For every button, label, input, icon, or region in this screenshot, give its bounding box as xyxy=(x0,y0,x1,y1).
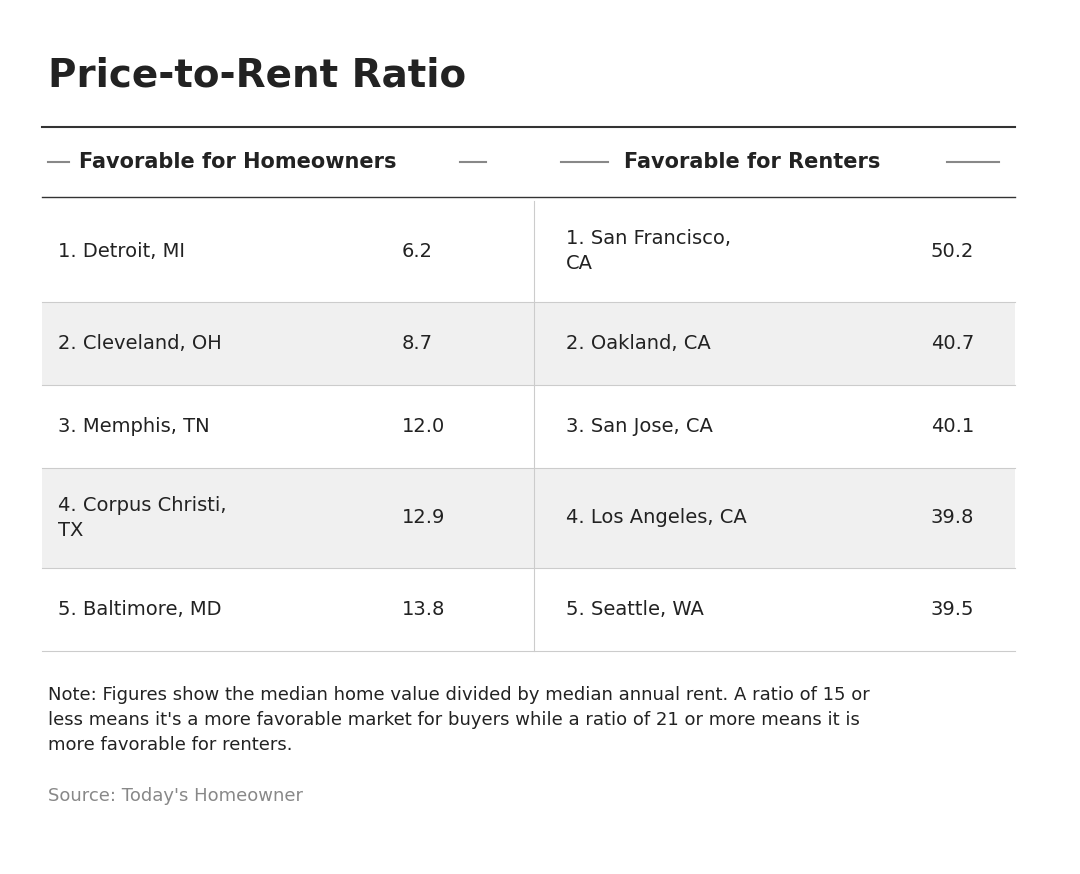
Text: Source: Today's Homeowner: Source: Today's Homeowner xyxy=(48,787,302,805)
Text: 6.2: 6.2 xyxy=(402,242,433,260)
Text: 4. Los Angeles, CA: 4. Los Angeles, CA xyxy=(566,509,746,527)
Text: Favorable for Homeowners: Favorable for Homeowners xyxy=(79,152,396,171)
Text: 40.1: 40.1 xyxy=(931,417,974,435)
Text: 5. Baltimore, MD: 5. Baltimore, MD xyxy=(58,600,221,619)
Text: 3. San Jose, CA: 3. San Jose, CA xyxy=(566,417,713,435)
Text: 12.9: 12.9 xyxy=(402,509,445,527)
Text: 5. Seattle, WA: 5. Seattle, WA xyxy=(566,600,704,619)
Text: 39.5: 39.5 xyxy=(931,600,974,619)
Text: 3. Memphis, TN: 3. Memphis, TN xyxy=(58,417,210,435)
Text: 12.0: 12.0 xyxy=(402,417,445,435)
Text: Price-to-Rent Ratio: Price-to-Rent Ratio xyxy=(48,57,465,94)
Text: 2. Oakland, CA: 2. Oakland, CA xyxy=(566,334,711,352)
FancyBboxPatch shape xyxy=(42,468,1015,568)
Text: 2. Cleveland, OH: 2. Cleveland, OH xyxy=(58,334,221,352)
Text: Favorable for Renters: Favorable for Renters xyxy=(624,152,880,171)
Text: 50.2: 50.2 xyxy=(931,242,974,260)
Text: Note: Figures show the median home value divided by median annual rent. A ratio : Note: Figures show the median home value… xyxy=(48,686,869,754)
Text: 1. San Francisco,
CA: 1. San Francisco, CA xyxy=(566,229,731,274)
FancyBboxPatch shape xyxy=(42,302,1015,385)
Text: 8.7: 8.7 xyxy=(402,334,433,352)
Text: 39.8: 39.8 xyxy=(931,509,974,527)
Text: 4. Corpus Christi,
TX: 4. Corpus Christi, TX xyxy=(58,496,227,540)
Text: 13.8: 13.8 xyxy=(402,600,445,619)
Text: 40.7: 40.7 xyxy=(931,334,974,352)
Text: 1. Detroit, MI: 1. Detroit, MI xyxy=(58,242,185,260)
